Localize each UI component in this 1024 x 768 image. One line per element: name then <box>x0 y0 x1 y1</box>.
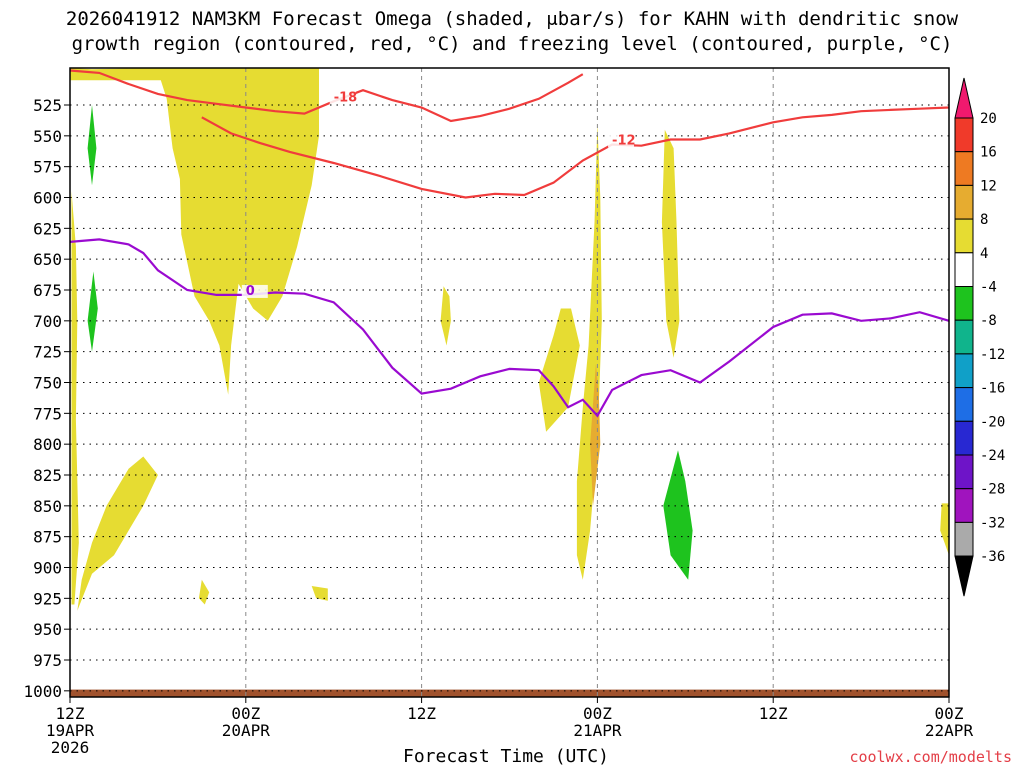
colorbar-label: -16 <box>980 381 1005 397</box>
source-credit: coolwx.com/modelts <box>849 748 1012 766</box>
omega-region-13 <box>940 503 949 556</box>
omega-region-7 <box>440 286 451 346</box>
colorbar-cell <box>954 286 974 321</box>
colorbar-cell <box>954 420 974 456</box>
colorbar-label: -4 <box>980 280 997 296</box>
x-tick-label: 22APR <box>925 721 974 740</box>
x-tick-label: 00Z <box>231 704 260 723</box>
x-tick-label: 21APR <box>573 721 622 740</box>
contour-label-bg <box>608 134 635 148</box>
y-tick-label: 875 <box>33 528 62 547</box>
colorbar-label: 12 <box>980 178 997 194</box>
y-tick-label: 775 <box>33 404 62 423</box>
contour-label-bg <box>241 284 268 298</box>
colorbar-label: -12 <box>980 347 1005 363</box>
y-tick-label: 675 <box>33 281 62 300</box>
omega-region-0 <box>70 68 319 395</box>
x-tick-label: 00Z <box>935 704 964 723</box>
colorbar-cell <box>954 353 974 389</box>
colorbar-cell <box>954 521 974 557</box>
x-axis-label: Forecast Time (UTC) <box>403 746 609 767</box>
omega-region-11 <box>198 579 210 605</box>
y-tick-label: 950 <box>33 620 62 639</box>
colorbar-label: 16 <box>980 145 997 161</box>
colorbar-label: 4 <box>980 246 988 262</box>
colorbar-label: -32 <box>980 515 1005 531</box>
omega-region-2 <box>77 456 158 611</box>
colorbar-cell <box>954 488 974 523</box>
omega-region-9 <box>87 271 98 352</box>
omega-region-1 <box>71 191 79 605</box>
chart-title-line1: 2026041912 NAM3KM Forecast Omega (shaded… <box>65 8 959 30</box>
colorbar-cell <box>954 387 974 422</box>
y-tick-label: 550 <box>33 127 62 146</box>
x-tick-label: 2026 <box>51 738 90 757</box>
colorbar-cell <box>954 218 974 254</box>
y-tick-label: 600 <box>33 189 62 208</box>
x-tick-label: 12Z <box>407 704 436 723</box>
colorbar-top-arrow <box>954 77 974 119</box>
colorbar-label: -36 <box>980 549 1005 565</box>
y-tick-label: 975 <box>33 651 62 670</box>
x-tick-label: 12Z <box>759 704 788 723</box>
x-tick-label: 20APR <box>222 721 271 740</box>
terrain-fill <box>70 689 949 697</box>
contour-label: -12 <box>612 133 636 148</box>
omega-region-3 <box>576 123 602 580</box>
colorbar-cell <box>954 117 974 153</box>
y-tick-label: 575 <box>33 158 62 177</box>
omega-region-6 <box>661 129 680 358</box>
chart-title-line2: growth region (contoured, red, °C) and f… <box>71 33 953 55</box>
contour--12 <box>201 106 950 199</box>
colorbar-label: -8 <box>980 313 997 329</box>
y-tick-label: 1000 <box>23 682 62 701</box>
omega-region-8 <box>87 105 97 186</box>
colorbar-label: -20 <box>980 414 1005 430</box>
y-tick-label: 800 <box>33 435 62 454</box>
y-tick-label: 900 <box>33 559 62 578</box>
colorbar-label: 8 <box>980 212 988 228</box>
x-tick-label: 00Z <box>583 704 612 723</box>
y-tick-label: 825 <box>33 466 62 485</box>
contour-label-bg <box>329 91 356 105</box>
y-tick-label: 625 <box>33 219 62 238</box>
y-tick-label: 700 <box>33 312 62 331</box>
omega-region-4 <box>538 308 580 432</box>
contour-label: 0 <box>246 284 255 299</box>
colorbar-bottom-arrow <box>954 555 974 597</box>
y-tick-label: 925 <box>33 589 62 608</box>
omega-region-10 <box>663 450 693 580</box>
omega-region-12 <box>311 586 328 601</box>
colorbar-cell <box>954 252 974 288</box>
y-tick-label: 650 <box>33 250 62 269</box>
colorbar-cell <box>954 184 974 220</box>
y-tick-label: 850 <box>33 497 62 516</box>
x-tick-label: 12Z <box>56 704 85 723</box>
contour-0 <box>69 238 950 418</box>
colorbar-cell <box>954 151 974 186</box>
colorbar-label: -28 <box>980 482 1005 498</box>
colorbar-label: 20 <box>980 111 997 127</box>
y-tick-label: 525 <box>33 96 62 115</box>
x-tick-label: 19APR <box>46 721 95 740</box>
y-tick-label: 725 <box>33 343 62 362</box>
colorbar-cell <box>954 454 974 490</box>
colorbar-label: -24 <box>980 448 1005 464</box>
contour-label: -18 <box>334 90 358 105</box>
y-tick-label: 750 <box>33 374 62 393</box>
colorbar-cell <box>954 319 974 355</box>
